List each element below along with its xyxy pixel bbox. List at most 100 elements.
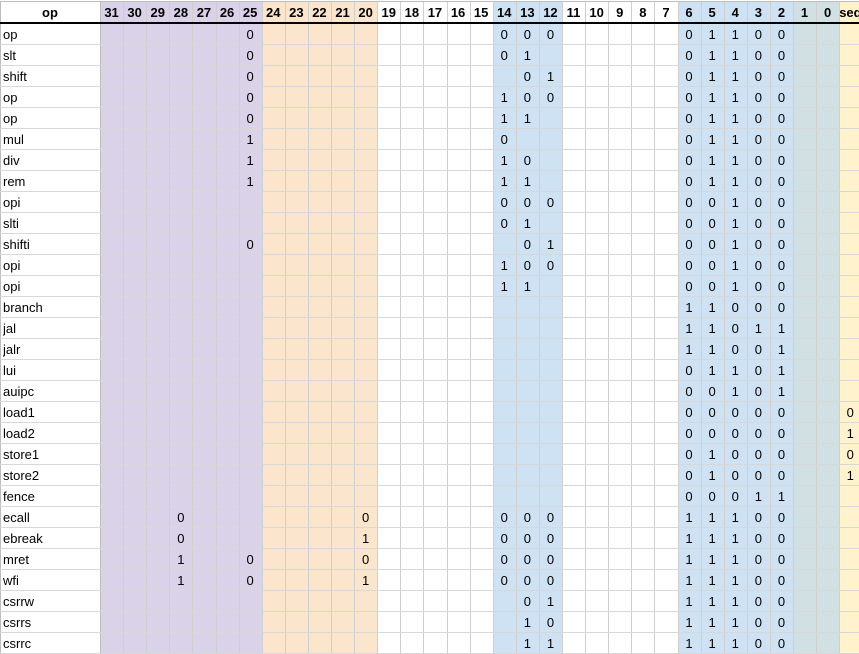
op-cell[interactable]: shifti — [3, 237, 30, 252]
bit-3-cell[interactable]: 0 — [754, 195, 762, 210]
bit-20-cell[interactable]: 1 — [362, 531, 370, 546]
bit-14-cell[interactable]: 0 — [500, 510, 508, 525]
seq-cell[interactable]: 0 — [846, 405, 854, 420]
bit-6-cell[interactable]: 0 — [685, 48, 693, 63]
bit-6-cell[interactable]: 1 — [685, 342, 693, 357]
bit-3-cell[interactable]: 0 — [754, 111, 762, 126]
bit-5-cell[interactable]: 0 — [708, 426, 716, 441]
bit-14-cell[interactable]: 0 — [500, 27, 508, 42]
bit-13-cell[interactable]: 1 — [523, 174, 531, 189]
bit-5-cell[interactable]: 1 — [708, 594, 716, 609]
bit-6-cell[interactable]: 1 — [685, 594, 693, 609]
bit-6-cell[interactable]: 0 — [685, 111, 693, 126]
bit-13-cell[interactable]: 0 — [523, 90, 531, 105]
bit-13-cell[interactable]: 0 — [523, 573, 531, 588]
bit-5-cell[interactable]: 1 — [708, 636, 716, 651]
bit-6-cell[interactable]: 1 — [685, 615, 693, 630]
op-cell[interactable]: fence — [3, 489, 35, 504]
bit-14-cell[interactable]: 0 — [500, 195, 508, 210]
bit-3-cell[interactable]: 0 — [754, 174, 762, 189]
bit-3-cell[interactable]: 0 — [754, 300, 762, 315]
bit-5-cell[interactable]: 1 — [708, 531, 716, 546]
bit-25-cell[interactable]: 0 — [246, 573, 254, 588]
seq-cell[interactable]: 1 — [846, 468, 854, 483]
bit-25-cell[interactable]: 1 — [246, 132, 254, 147]
header-bit-22[interactable]: 22 — [312, 5, 327, 20]
bit-13-cell[interactable]: 0 — [523, 69, 531, 84]
seq-cell[interactable]: 0 — [846, 447, 854, 462]
bit-5-cell[interactable]: 1 — [708, 363, 716, 378]
bit-2-cell[interactable]: 0 — [777, 48, 786, 63]
header-bit-25[interactable]: 25 — [242, 5, 258, 20]
bit-13-cell[interactable]: 0 — [523, 552, 531, 567]
bit-3-cell[interactable]: 0 — [754, 426, 762, 441]
header-bit-7[interactable]: 7 — [662, 5, 670, 20]
bit-4-cell[interactable]: 0 — [731, 405, 739, 420]
op-cell[interactable]: opi — [3, 279, 21, 294]
bit-2-cell[interactable]: 0 — [777, 153, 786, 168]
op-cell[interactable]: slt — [3, 48, 16, 63]
bit-6-cell[interactable]: 1 — [685, 321, 693, 336]
bit-6-cell[interactable]: 0 — [685, 384, 693, 399]
bit-12-cell[interactable]: 0 — [546, 90, 555, 105]
bit-2-cell[interactable]: 0 — [777, 447, 786, 462]
bit-3-cell[interactable]: 0 — [754, 153, 762, 168]
header-bit-21[interactable]: 21 — [335, 5, 350, 20]
bit-13-cell[interactable]: 1 — [523, 111, 531, 126]
bit-5-cell[interactable]: 1 — [708, 321, 716, 336]
header-bit-27[interactable]: 27 — [196, 5, 212, 20]
bit-3-cell[interactable]: 0 — [754, 531, 762, 546]
bit-4-cell[interactable]: 1 — [731, 90, 739, 105]
bit-28-cell[interactable]: 0 — [177, 510, 185, 525]
bit-3-cell[interactable]: 0 — [754, 552, 762, 567]
bit-13-cell[interactable]: 0 — [523, 237, 531, 252]
bit-6-cell[interactable]: 0 — [685, 468, 693, 483]
header-bit-8[interactable]: 8 — [639, 5, 647, 20]
bit-3-cell[interactable]: 0 — [754, 573, 762, 588]
bit-2-cell[interactable]: 0 — [777, 636, 786, 651]
op-cell[interactable]: ebreak — [3, 531, 43, 546]
header-bit-3[interactable]: 3 — [754, 5, 762, 20]
op-cell[interactable]: opi — [3, 195, 21, 210]
bit-4-cell[interactable]: 1 — [731, 510, 739, 525]
op-cell[interactable]: div — [3, 153, 20, 168]
bit-13-cell[interactable]: 1 — [523, 636, 531, 651]
bit-4-cell[interactable]: 1 — [731, 279, 739, 294]
op-cell[interactable]: rem — [3, 174, 26, 189]
bit-6-cell[interactable]: 0 — [685, 489, 693, 504]
bit-14-cell[interactable]: 1 — [500, 279, 508, 294]
bit-12-cell[interactable]: 1 — [546, 69, 555, 84]
header-bit-17[interactable]: 17 — [427, 5, 443, 20]
header-bit-9[interactable]: 9 — [616, 5, 624, 20]
header-bit-10[interactable]: 10 — [589, 5, 604, 20]
bit-5-cell[interactable]: 0 — [708, 237, 716, 252]
bit-5-cell[interactable]: 1 — [708, 48, 716, 63]
bit-13-cell[interactable]: 0 — [523, 531, 531, 546]
bit-4-cell[interactable]: 1 — [731, 531, 739, 546]
seq-cell[interactable]: 1 — [846, 426, 854, 441]
bit-12-cell[interactable]: 0 — [546, 573, 555, 588]
bit-3-cell[interactable]: 0 — [754, 363, 762, 378]
bit-4-cell[interactable]: 1 — [731, 594, 739, 609]
header-bit-29[interactable]: 29 — [150, 5, 165, 20]
bit-5-cell[interactable]: 1 — [708, 447, 716, 462]
op-cell[interactable]: shift — [3, 69, 27, 84]
bit-2-cell[interactable]: 0 — [777, 594, 786, 609]
bit-25-cell[interactable]: 0 — [246, 552, 254, 567]
bit-6-cell[interactable]: 1 — [685, 636, 693, 651]
bit-5-cell[interactable]: 1 — [708, 90, 716, 105]
bit-4-cell[interactable]: 1 — [731, 216, 739, 231]
op-cell[interactable]: auipc — [3, 384, 35, 399]
bit-12-cell[interactable]: 0 — [546, 510, 555, 525]
op-cell[interactable]: csrrs — [3, 615, 32, 630]
bit-3-cell[interactable]: 0 — [754, 132, 762, 147]
bit-12-cell[interactable]: 1 — [546, 594, 555, 609]
bit-4-cell[interactable]: 0 — [731, 426, 739, 441]
bit-3-cell[interactable]: 0 — [754, 69, 762, 84]
header-bit-30[interactable]: 30 — [127, 5, 142, 20]
bit-14-cell[interactable]: 1 — [500, 174, 508, 189]
bit-14-cell[interactable]: 1 — [500, 153, 508, 168]
header-bit-6[interactable]: 6 — [685, 5, 693, 20]
bit-13-cell[interactable]: 0 — [523, 594, 531, 609]
bit-6-cell[interactable]: 0 — [685, 237, 693, 252]
